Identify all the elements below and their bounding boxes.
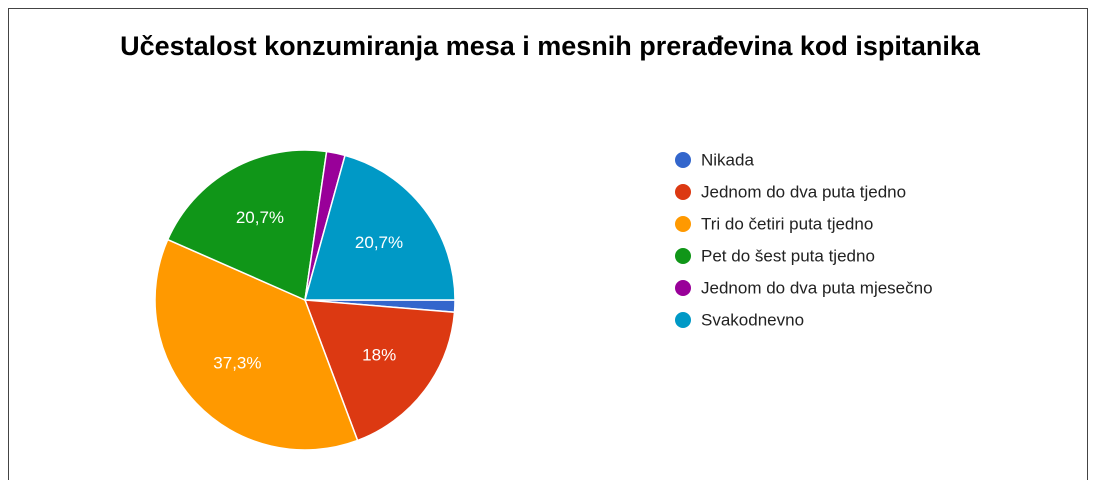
legend-label: Jednom do dva puta mjesečno xyxy=(701,278,933,297)
chart-title: Učestalost konzumiranja mesa i mesnih pr… xyxy=(120,31,981,61)
legend-label: Tri do četiri puta tjedno xyxy=(701,214,873,233)
legend-marker xyxy=(675,312,691,328)
legend-label: Nikada xyxy=(701,150,754,169)
pie-slice xyxy=(166,149,328,302)
pie-slice xyxy=(154,238,359,451)
legend-marker xyxy=(675,152,691,168)
legend-marker xyxy=(675,216,691,232)
legend-label: Jednom do dva puta tjedno xyxy=(701,182,906,201)
legend-marker xyxy=(675,248,691,264)
legend-marker xyxy=(675,280,691,296)
slice-label: 20,7% xyxy=(236,208,284,227)
slice-label: 20,7% xyxy=(355,233,403,252)
legend-marker xyxy=(675,184,691,200)
pie-slice xyxy=(303,299,456,442)
legend-label: Svakodnevno xyxy=(701,310,804,329)
slice-label: 37,3% xyxy=(213,353,261,372)
slice-label: 18% xyxy=(362,346,396,365)
pie-slice xyxy=(304,154,456,301)
legend-label: Pet do šest puta tjedno xyxy=(701,246,875,265)
